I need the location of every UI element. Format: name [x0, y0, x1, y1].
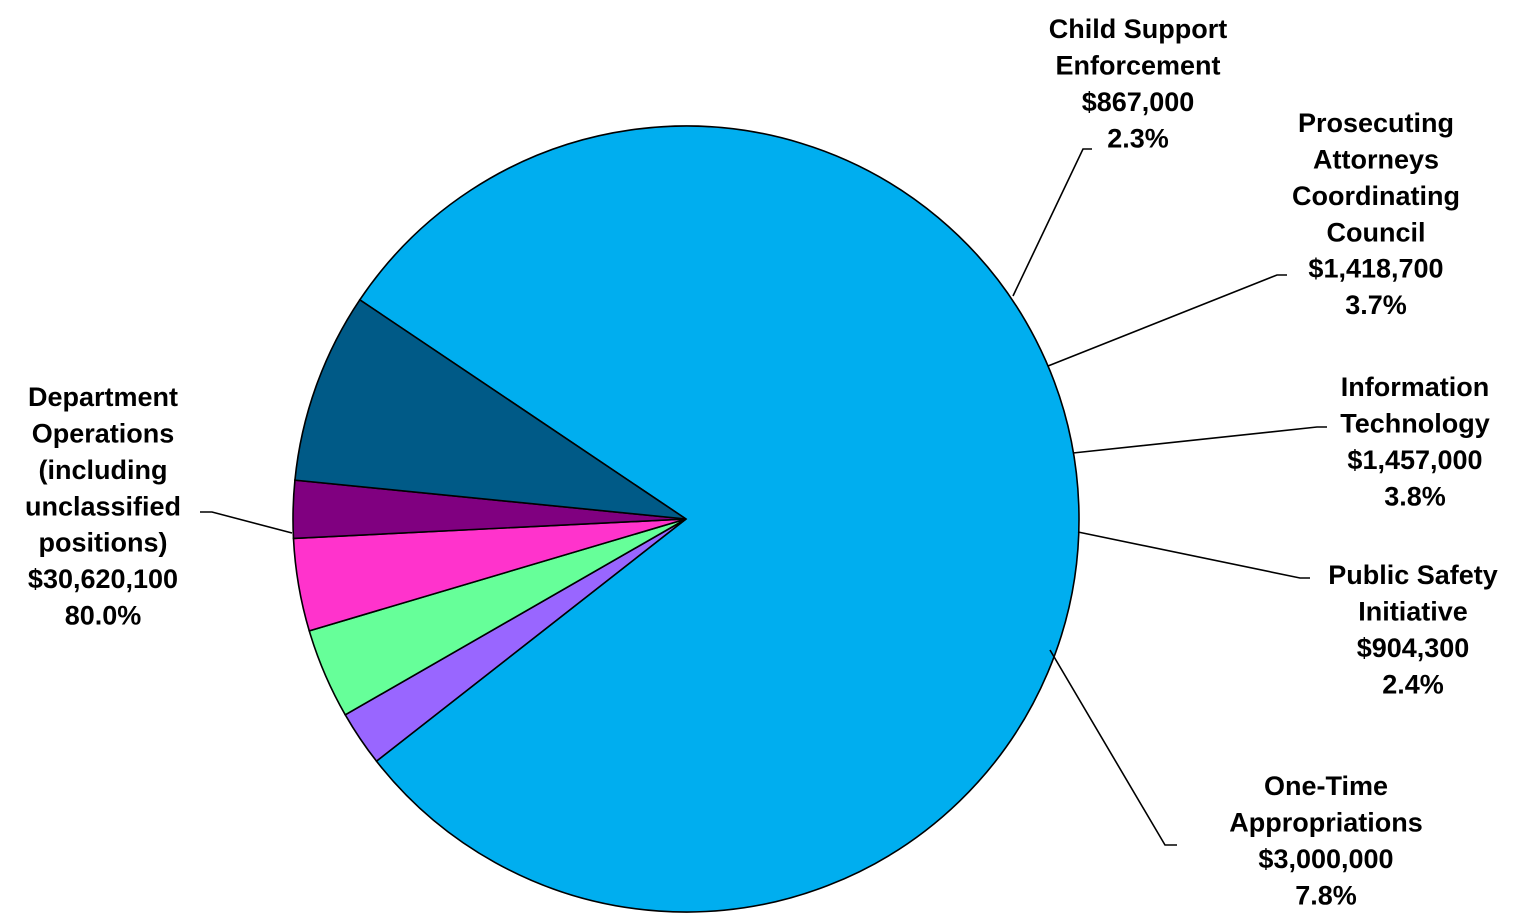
slice-label-5: Public Safety Initiative $904,300 2.4% — [1328, 560, 1498, 699]
label-line: Council — [1327, 217, 1426, 247]
pie-slice-1 — [358, 125, 1080, 913]
label-line: Initiative — [1358, 597, 1468, 627]
percent-label: 2.3% — [1107, 123, 1169, 153]
label-line: Operations — [32, 419, 175, 449]
leader-line-3 — [1047, 274, 1287, 367]
leader-line-6 — [1049, 649, 1177, 846]
slice-label-6: One-Time Appropriations $3,000,000 7.8% — [1229, 771, 1423, 910]
label-line: Prosecuting — [1298, 108, 1454, 138]
percent-label: 80.0% — [65, 601, 142, 631]
amount-label: $1,457,000 — [1347, 445, 1482, 475]
percent-label: 2.4% — [1382, 669, 1444, 699]
leader-line-2 — [1012, 148, 1092, 297]
leader-line-1 — [200, 511, 293, 534]
label-line: positions) — [39, 528, 168, 558]
label-line: Public Safety — [1328, 560, 1498, 590]
leader-lines — [200, 148, 1327, 846]
label-line: (including — [39, 455, 168, 485]
slice-label-1: Department Operations (including unclassifi… — [25, 382, 181, 630]
label-line: Coordinating — [1292, 181, 1460, 211]
amount-label: $904,300 — [1357, 633, 1470, 663]
leader-line-4 — [1072, 426, 1327, 454]
percent-label: 3.8% — [1384, 481, 1446, 511]
label-line: Appropriations — [1229, 808, 1423, 838]
amount-label: $30,620,100 — [28, 564, 178, 594]
leader-line-5 — [1077, 531, 1310, 579]
slice-label-4: Information Technology $1,457,000 3.8% — [1340, 372, 1490, 511]
amount-label: $3,000,000 — [1258, 844, 1393, 874]
amount-label: $867,000 — [1082, 87, 1195, 117]
slice-labels: Department Operations (including unclassifi… — [25, 14, 1498, 910]
slice-label-2: Child Support Enforcement $867,000 2.3% — [1049, 14, 1227, 153]
label-line: One-Time — [1264, 771, 1388, 801]
slice-label-3: Prosecuting Attorneys Coordinating Council $… — [1292, 108, 1460, 320]
label-line: Attorneys — [1313, 145, 1439, 175]
amount-label: $1,418,700 — [1308, 254, 1443, 284]
label-line: Child Support — [1049, 14, 1227, 44]
pie-slices — [292, 125, 1080, 913]
label-line: Enforcement — [1055, 51, 1220, 81]
label-line: Technology — [1340, 409, 1490, 439]
percent-label: 3.7% — [1345, 290, 1407, 320]
pie-slice-6 — [294, 298, 687, 520]
percent-label: 7.8% — [1295, 880, 1357, 910]
label-line: Department — [28, 382, 178, 412]
label-line: unclassified — [25, 491, 181, 521]
label-line: Information — [1341, 372, 1490, 402]
